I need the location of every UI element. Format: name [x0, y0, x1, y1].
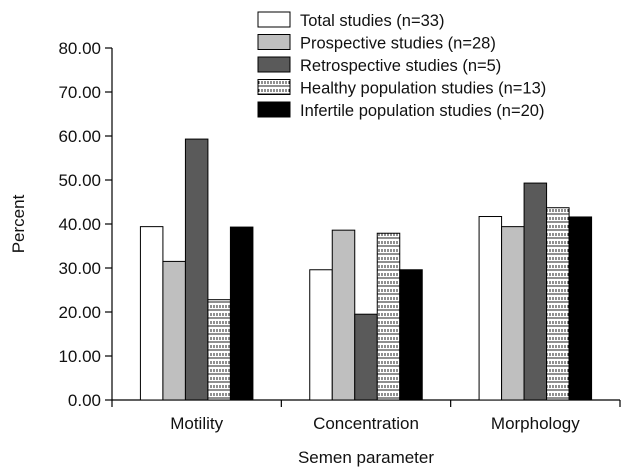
y-tick-label: 80.00 [58, 39, 101, 58]
bar [207, 299, 231, 401]
category-label: Motility [170, 414, 223, 433]
bar [139, 226, 164, 401]
legend-swatch [257, 101, 291, 118]
bar [184, 138, 209, 401]
bar [331, 229, 356, 401]
x-axis-title: Semen parameter [298, 448, 434, 467]
legend-label: Prospective studies (n=28) [300, 35, 496, 53]
y-tick-label: 60.00 [58, 127, 101, 146]
bar [568, 216, 593, 401]
y-tick-label: 30.00 [58, 259, 101, 278]
series-1 [139, 216, 503, 401]
series-2 [162, 226, 525, 401]
bar [523, 182, 548, 401]
category-label: Concentration [313, 414, 419, 433]
legend-label: Healthy population studies (n=13) [300, 80, 546, 98]
y-tick-label: 10.00 [58, 347, 101, 366]
bar [501, 226, 525, 401]
bar [376, 232, 401, 401]
x-axis-ticks: Motility Concentration Morphology [111, 400, 621, 433]
y-tick-label: 40.00 [58, 215, 101, 234]
bar [354, 313, 378, 401]
legend-swatch [257, 56, 291, 73]
legend-swatch [257, 34, 291, 50]
series-4 [207, 207, 570, 401]
plot-area: 0.00 10.00 20.00 30.00 40.00 50.00 60.00 70.00 8… [58, 39, 621, 433]
legend-swatch [257, 79, 291, 95]
bar [399, 269, 423, 401]
bars [139, 138, 593, 401]
bar [546, 207, 570, 401]
y-axis-title: Percent [9, 194, 28, 253]
series-3 [184, 138, 548, 401]
legend-label: Infertile population studies (n=20) [300, 102, 544, 120]
legend-label: Retrospective studies (n=5) [300, 57, 501, 75]
bar [309, 269, 333, 401]
y-tick-label: 20.00 [58, 303, 101, 322]
y-axis-ticks: 0.00 10.00 20.00 30.00 40.00 50.00 60.00 70.00 8… [58, 39, 112, 410]
legend: Total studies (n=33) Prospective studies … [257, 11, 546, 120]
bar [478, 216, 503, 401]
y-tick-label: 0.00 [68, 391, 101, 410]
series-5 [229, 216, 593, 401]
y-tick-label: 70.00 [58, 83, 101, 102]
bar [229, 226, 254, 401]
bar [162, 260, 186, 401]
legend-swatch [257, 11, 291, 28]
y-tick-label: 50.00 [58, 171, 101, 190]
legend-label: Total studies (n=33) [300, 12, 444, 30]
category-label: Morphology [491, 414, 580, 433]
